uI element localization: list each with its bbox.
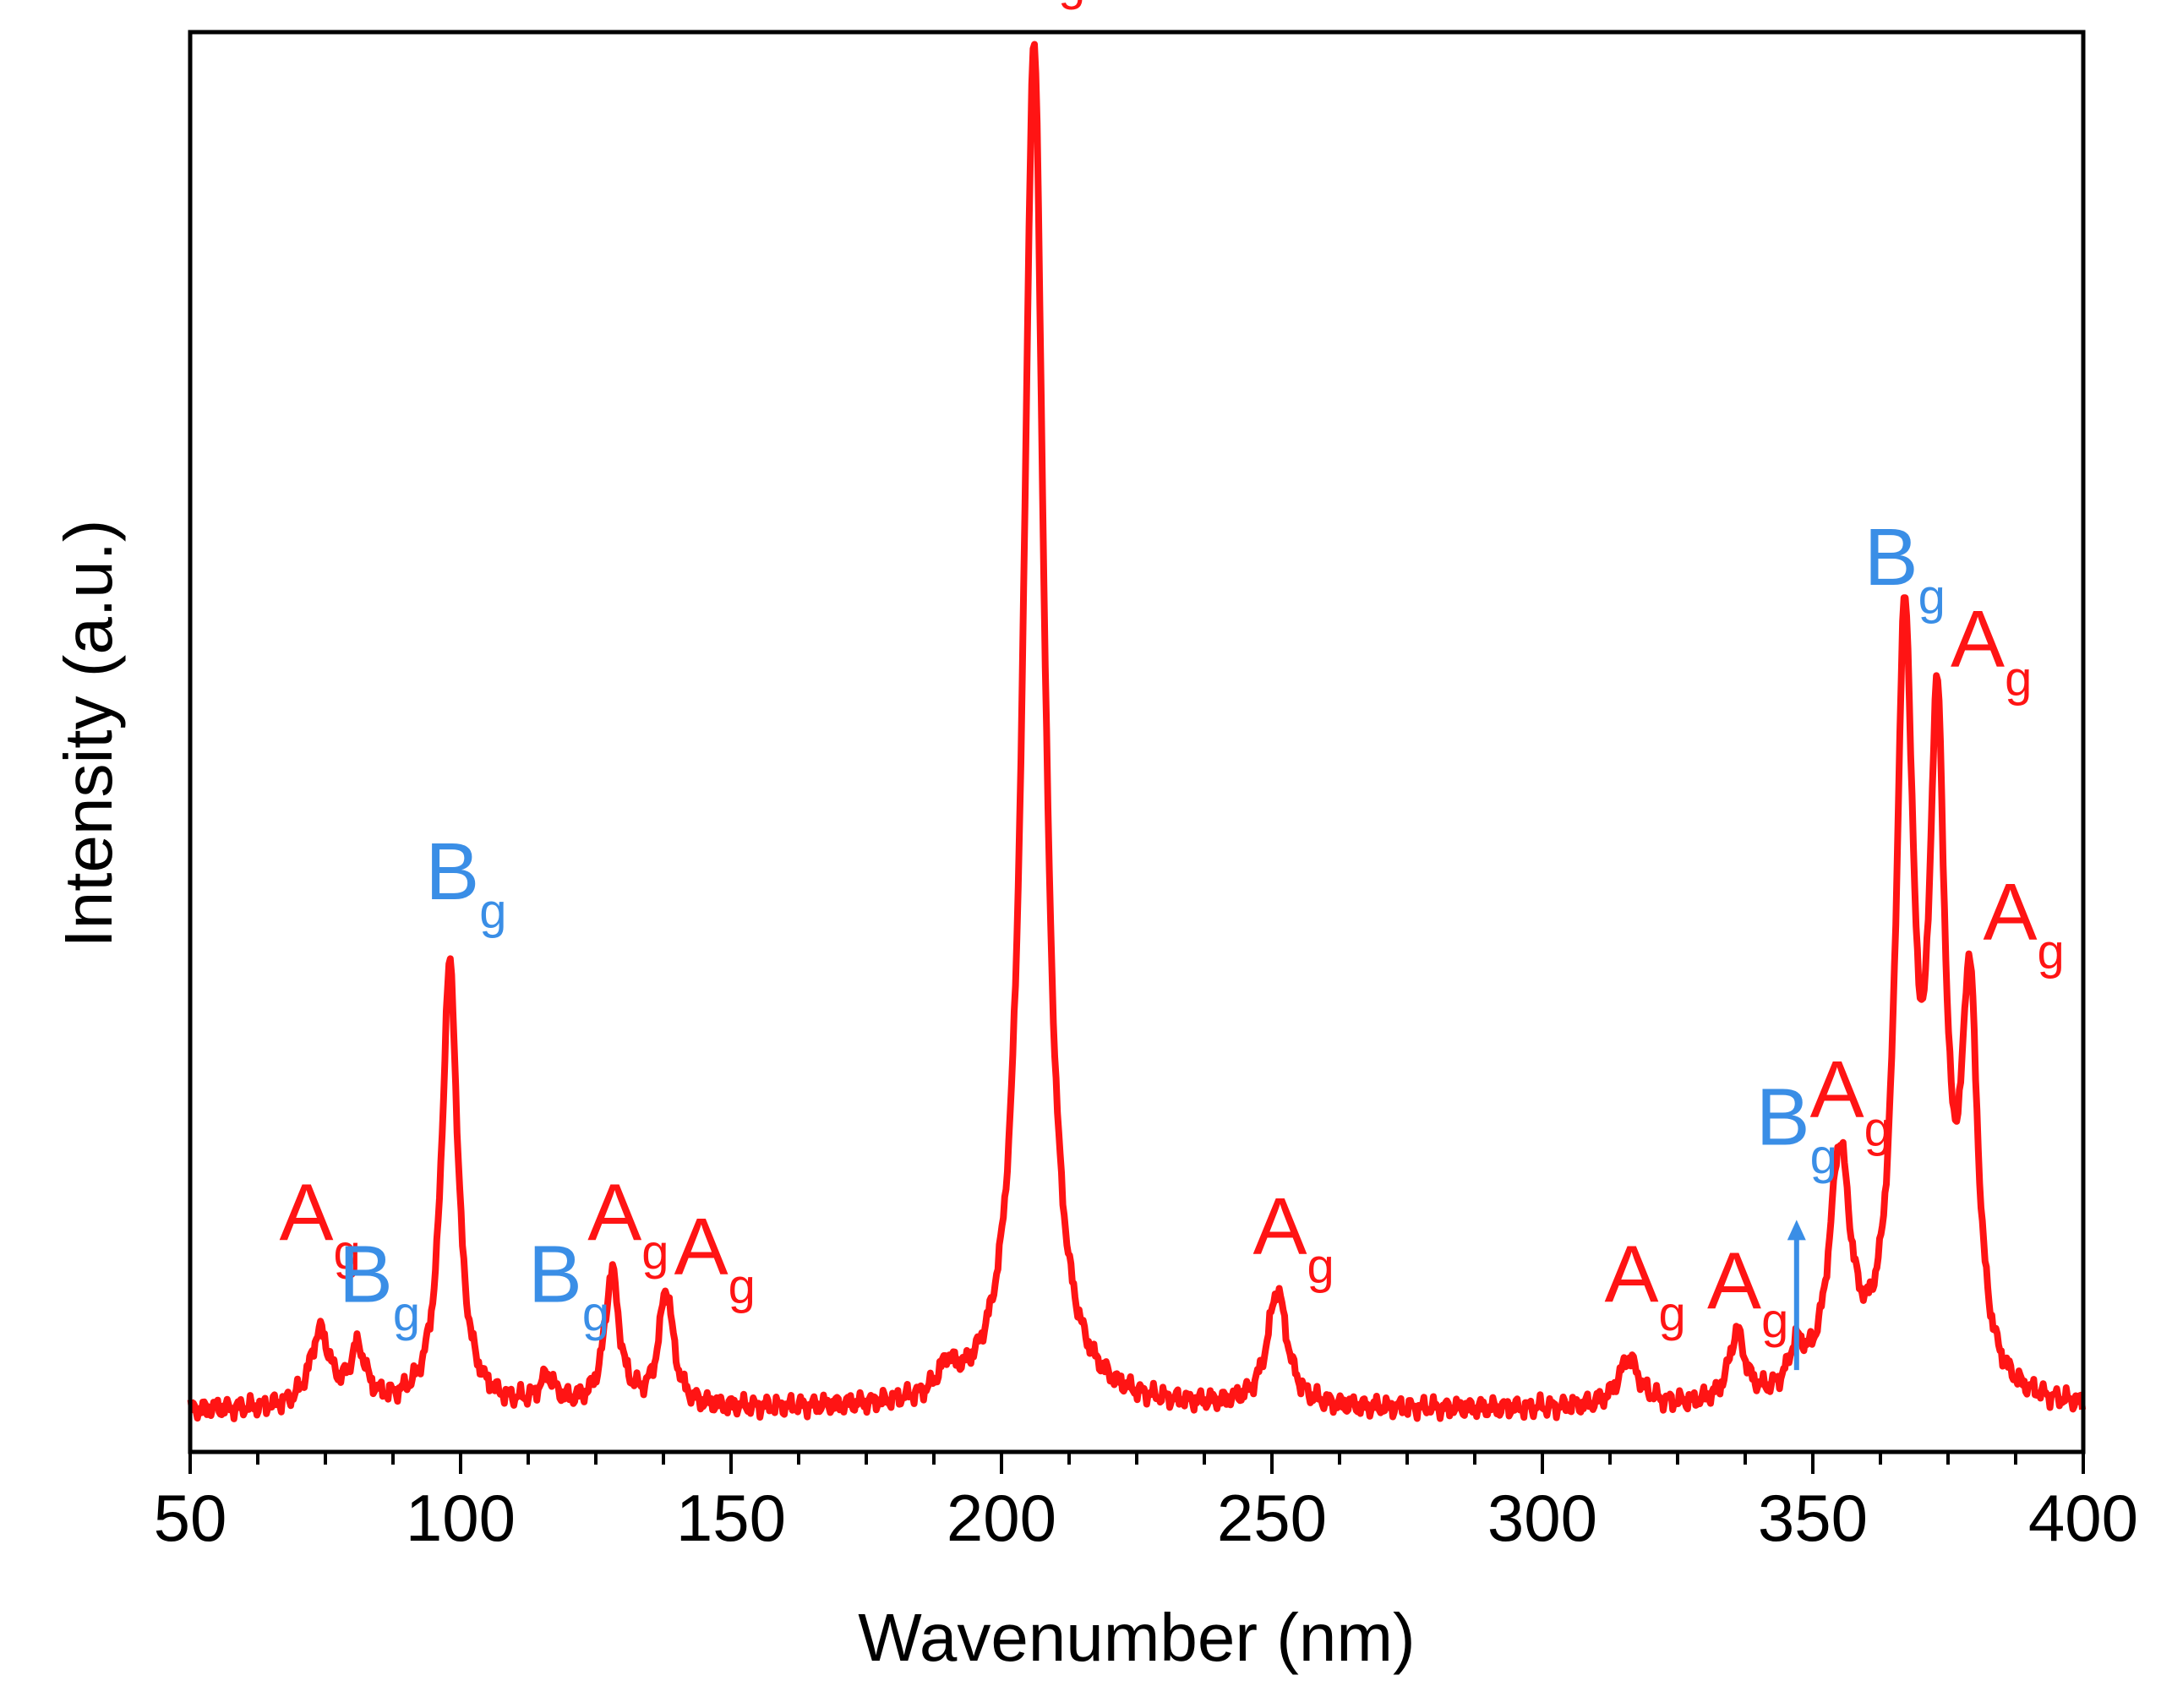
spectrum-line	[187, 41, 2086, 1422]
peak-label-ag: Ag	[1252, 1181, 1334, 1294]
plot-frame	[188, 30, 2086, 1454]
peak-label-bg: Bg	[528, 1229, 609, 1341]
peak-label-ag: Ag	[1604, 1229, 1685, 1341]
x-tick-label: 300	[1487, 1481, 1597, 1555]
peak-label-ag: Ag	[1951, 594, 2032, 707]
x-axis-label: Wavenumber (nm)	[858, 1600, 1415, 1675]
y-axis-label: Intensity (a.u.)	[51, 520, 126, 948]
peak-label-ag: Ag	[1810, 1045, 1891, 1157]
peak-label-ag: Ag	[587, 1168, 669, 1280]
x-tick-label: 400	[2028, 1481, 2138, 1555]
peak-label-bg: Bg	[1756, 1072, 1837, 1185]
peak-label-ag: Ag	[279, 1168, 360, 1280]
mode-arrows	[1787, 1220, 1806, 1371]
x-axis-tick-labels: 50 100 150 200 250 300 350 400	[154, 1481, 2138, 1555]
x-tick-label: 350	[1758, 1481, 1868, 1555]
peak-labels: AgBgBgBgAgAgAgAgAgAgBgAgBgAgAg	[279, 0, 2064, 1348]
peak-label-ag: Ag	[1983, 867, 2064, 980]
x-tick-label: 200	[947, 1481, 1056, 1555]
peak-label-bg: Bg	[1864, 512, 1946, 625]
peak-label-ag: Ag	[1707, 1236, 1788, 1348]
peak-label-ag: Ag	[674, 1202, 756, 1314]
x-tick-label: 250	[1217, 1481, 1327, 1555]
peak-label-ag: Ag	[1004, 0, 1085, 10]
x-tick-label: 100	[406, 1481, 516, 1555]
peak-label-bg: Bg	[339, 1229, 420, 1341]
arrow-head	[1787, 1220, 1806, 1241]
x-tick-label: 50	[154, 1481, 227, 1555]
x-tick-label: 150	[676, 1481, 786, 1555]
peak-label-bg: Bg	[425, 827, 506, 939]
